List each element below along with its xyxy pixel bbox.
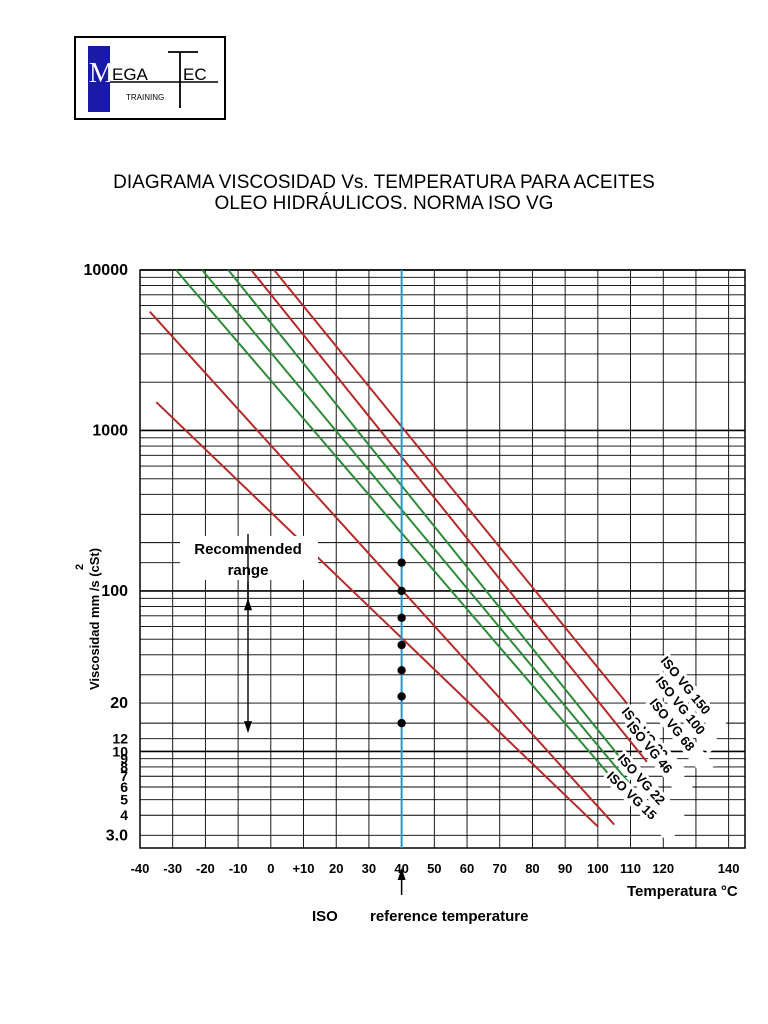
logo-brand-m: M [89,58,114,89]
curve-iso-vg-46 [201,269,632,786]
curve-iso-vg-22 [149,310,615,826]
y-tick-label: 4 [120,807,128,823]
x-tick-label: -30 [163,861,182,876]
y-tick-label: 100 [101,583,128,600]
logo-brand-ec: EC [183,65,207,84]
y-axis-label-text: Viscosidad mm /s (cSt) [87,548,102,690]
x-tick-label: 140 [718,861,740,876]
iso-label: ISO [312,908,338,925]
x-tick-label: 100 [587,861,609,876]
chart-title-line2: OLEO HIDRÁULICOS. NORMA ISO VG [214,193,554,214]
y-tick-label: 10 [112,743,128,759]
reference-point [397,640,406,650]
curve-iso-vg-100 [250,269,648,763]
y-tick-label: 8 [120,759,128,775]
x-tick-labels: -40 -30 -20 -10 0 +10 20 30 40 50 60 70 80 90 100 110 12… [131,861,740,876]
reference-point [397,558,406,567]
reference-point [397,586,406,596]
curve-label-bg [612,749,687,829]
curve-iso-vg-150 [273,269,665,749]
x-tick-label: -40 [131,861,150,876]
curve-label-bg [601,766,680,843]
x-tick-label: -10 [229,861,248,876]
recommended-range-arrows [244,534,252,734]
x-tick-label: 30 [362,861,376,876]
y-tick-label: 9 [120,751,128,767]
logo-training: TRAINING [126,93,164,102]
reference-point [397,666,406,675]
x-tick-label: -20 [196,861,215,876]
curve-iso-vg-15 [155,401,599,828]
reference-arrow-head [397,868,406,880]
reference-point [397,718,406,728]
y-tick-label: 10000 [84,262,129,279]
x-tick-label: +10 [292,861,314,876]
x-tick-label: 70 [492,861,506,876]
y-tick-label: 20 [110,695,128,712]
reference-temperature-label: reference temperature [370,908,528,925]
curve-label-bg [621,716,693,798]
reference-points [397,558,406,728]
chart-title: DIAGRAMA VISCOSIDAD Vs. TEMPERATURA PARA… [0,172,768,214]
curve-iso-vg-32 [175,269,632,801]
x-tick-label: 0 [267,861,274,876]
reference-point [397,692,406,701]
x-tick-label: 90 [558,861,572,876]
y-tick-label: 3.0 [106,827,128,844]
logo-brand-ega: EGA [112,65,149,84]
x-tick-label: 20 [329,861,343,876]
y-tick-label: 12 [112,731,128,747]
reference-point [397,613,406,623]
x-tick-label: 110 [620,861,641,876]
chart-curves [149,269,665,828]
curve-iso-vg-68 [227,269,632,772]
curve-label-bg [644,693,715,776]
megatec-logo: M EGA EC TRAINING [74,36,226,120]
y-tick-label: 5 [120,792,128,808]
x-tick-label: 40 [394,861,408,876]
x-axis-label: Temperatura °C [627,883,738,900]
curve-label-bg [655,651,727,734]
x-tick-label: 50 [427,861,441,876]
recommended-range-box [180,536,318,580]
curve-label-bg [650,671,721,754]
x-tick-label: 120 [652,861,674,876]
y-axis-label-superscript: 2 [74,564,86,570]
y-tick-label: 1000 [92,422,128,439]
y-axis-label: Viscosidad mm /s (cSt) [87,548,102,690]
y-tick-label: 6 [120,779,128,795]
chart-title-line1: DIAGRAMA VISCOSIDAD Vs. TEMPERATURA PARA… [113,172,655,193]
x-tick-label: 60 [460,861,474,876]
range-arrow-down-head [244,721,252,734]
x-tick-label: 80 [525,861,539,876]
y-tick-label: 7 [120,768,128,784]
